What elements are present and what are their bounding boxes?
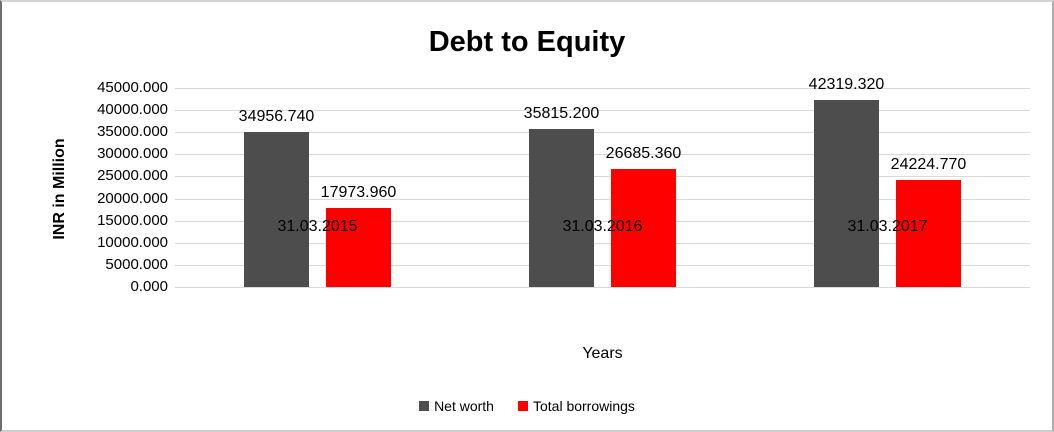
bar-value-label: 35815.200 (523, 104, 600, 122)
legend-swatch-icon (419, 401, 430, 411)
legend-label: Net worth (434, 398, 494, 414)
y-axis-tick-label: 10000.000 (97, 233, 168, 251)
y-axis-tick-label: 15000.000 (97, 211, 168, 229)
x-axis-category-label: 31.03.2015 (277, 218, 358, 235)
gridline (175, 154, 1030, 156)
bar-net-worth (529, 128, 594, 287)
gridline (175, 176, 1030, 178)
gridline (175, 88, 1030, 89)
bar-total-borrowings (326, 207, 391, 287)
y-axis-tick-label: 20000.000 (97, 189, 168, 207)
bar-total-borrowings (611, 168, 676, 287)
bar-value-label: 24224.770 (890, 155, 967, 173)
y-axis-tick-label: 35000.000 (97, 123, 168, 141)
bar-value-label: 42319.320 (808, 75, 885, 93)
plot-area: 34956.740 17973.960 35815.200 26685.360 4231… (175, 76, 1030, 288)
bar-value-label: 26685.360 (605, 144, 682, 162)
gridline (175, 220, 1030, 222)
gridline (175, 132, 1030, 134)
bar-total-borrowings (896, 179, 961, 287)
legend: Net worth Total borrowings (2, 398, 1052, 414)
gridline (175, 242, 1030, 244)
y-axis-tick-label: 45000.000 (97, 79, 168, 96)
bar-net-worth (814, 99, 879, 287)
bar-net-worth (244, 132, 309, 287)
gridline (175, 287, 1030, 288)
legend-swatch-icon (517, 401, 528, 411)
y-axis-tick-label: 5000.000 (105, 255, 168, 273)
y-axis-tick-label: 25000.000 (97, 167, 168, 185)
y-axis-tick-label: 0.000 (130, 278, 168, 295)
x-axis-category-label: 31.03.2017 (847, 218, 928, 235)
x-axis-category-label: 31.03.2016 (562, 218, 643, 235)
bar-value-label: 17973.960 (320, 183, 397, 201)
x-axis-title: Years (582, 345, 623, 362)
bar-value-label: 34956.740 (238, 108, 315, 126)
legend-item: Net worth (419, 398, 494, 414)
legend-item: Total borrowings (517, 398, 635, 414)
gridline (175, 198, 1030, 200)
y-axis-tick-label: 30000.000 (97, 145, 168, 163)
chart-title: Debt to Equity (428, 26, 626, 58)
legend-label: Total borrowings (532, 398, 635, 414)
y-axis-tick-label: 40000.000 (97, 101, 168, 119)
gridline (175, 264, 1030, 266)
gridline (175, 110, 1030, 112)
